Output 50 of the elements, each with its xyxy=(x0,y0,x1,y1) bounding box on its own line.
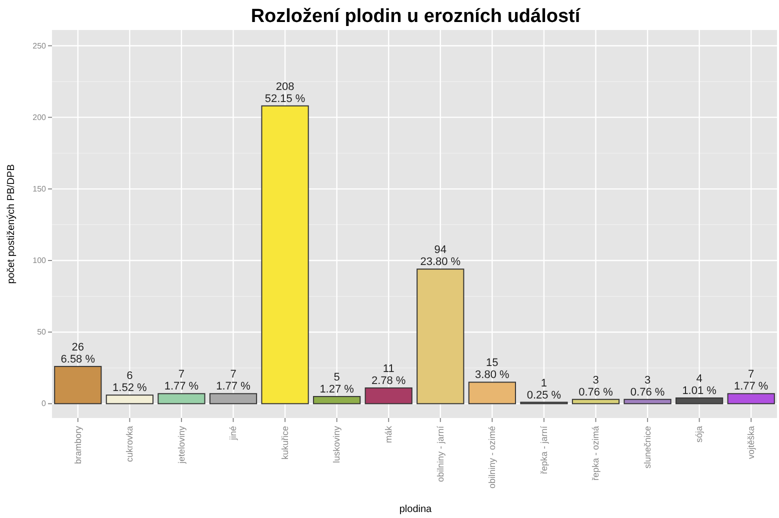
y-tick-label: 250 xyxy=(32,41,47,50)
data-label: 4 1.01 % xyxy=(682,372,717,397)
x-tick-label: řepka - ozimá xyxy=(590,426,601,481)
bar xyxy=(209,393,258,404)
data-label: 26 6.58 % xyxy=(60,341,96,366)
y-axis-title: počet postižených PB/DPB xyxy=(6,164,17,284)
x-tick-label: luskoviny xyxy=(332,426,342,464)
bar xyxy=(106,394,154,404)
bar xyxy=(624,398,672,404)
y-tick-label: 50 xyxy=(37,328,47,337)
data-label: 1 0.25 % xyxy=(526,377,562,402)
y-tick-label: 200 xyxy=(32,112,47,122)
x-tick-label: řepka - jarní xyxy=(538,426,549,474)
y-tick-label: 100 xyxy=(32,256,47,266)
data-label: 208 52.15 % xyxy=(264,80,306,105)
bar xyxy=(364,387,412,404)
bar xyxy=(572,398,620,404)
bar xyxy=(727,393,775,404)
x-tick-label: brambory xyxy=(72,426,83,464)
data-label: 94 23.80 % xyxy=(420,244,461,268)
chart-title: Rozložení plodin u erozních událostí xyxy=(250,6,581,27)
x-tick-label: obilniny - ozimé xyxy=(487,426,498,489)
data-label: 7 1.77 % xyxy=(734,368,768,393)
data-label: 5 1.27 % xyxy=(320,372,354,396)
bar xyxy=(313,396,361,404)
data-label: 15 3.80 % xyxy=(475,357,510,382)
x-tick-label: jeteloviny xyxy=(176,426,186,465)
x-tick-label: cukrovka xyxy=(124,426,135,462)
data-label: 7 1.77 % xyxy=(164,368,199,393)
bar xyxy=(261,105,309,404)
x-tick-label: slunečnice xyxy=(642,426,652,469)
bar xyxy=(416,268,464,404)
x-axis-title: plodina xyxy=(399,504,432,515)
data-label: 3 0.76 % xyxy=(630,374,665,398)
x-tick-label: obilniny - jarní xyxy=(435,426,446,482)
x-tick-label: kukuřice xyxy=(280,426,290,460)
data-label: 6 1.52 % xyxy=(112,370,148,394)
bar xyxy=(676,397,724,404)
x-tick-label: sója xyxy=(694,426,704,443)
y-tick-label: 0 xyxy=(42,399,47,408)
bar xyxy=(468,382,516,404)
data-label: 7 1.77 % xyxy=(216,368,251,393)
x-tick-label: vojtěška xyxy=(746,426,756,460)
data-label: 11 2.78 % xyxy=(371,362,406,387)
bar xyxy=(54,366,102,404)
data-label: 3 0.76 % xyxy=(578,374,614,398)
x-tick-label: mák xyxy=(383,426,394,444)
y-tick-label: 150 xyxy=(32,184,47,194)
x-tick-label: jiné xyxy=(228,426,238,442)
bar xyxy=(158,393,206,404)
